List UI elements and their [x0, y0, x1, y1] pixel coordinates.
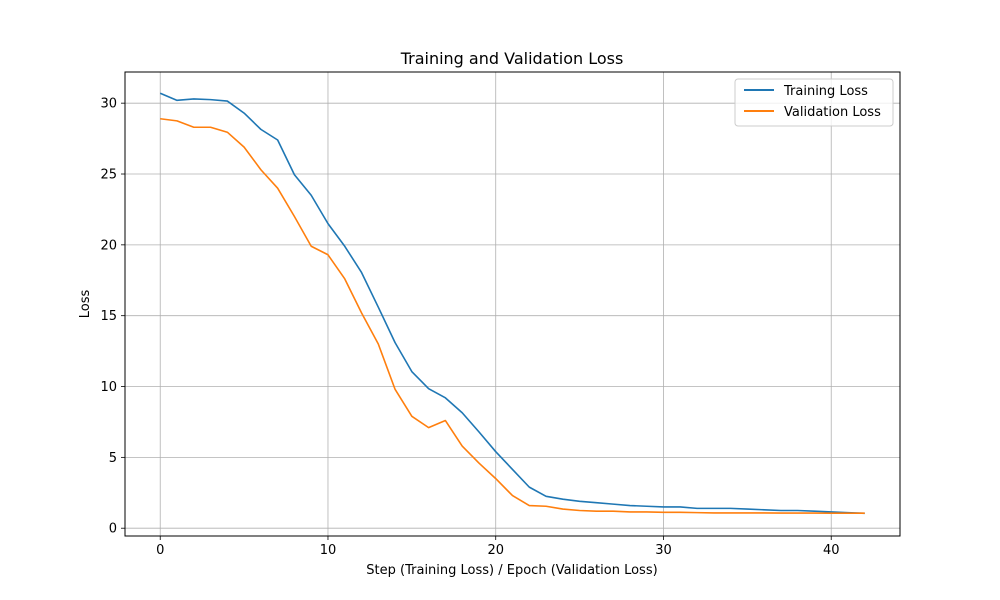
x-tick-label: 20	[487, 543, 504, 558]
series-lines	[159, 92, 865, 515]
series-line-validation-loss	[160, 117, 865, 514]
y-tick-label: 10	[100, 380, 117, 395]
y-tick-label: 5	[109, 451, 117, 466]
x-tick-label: 10	[320, 543, 337, 558]
y-tick-label: 20	[100, 238, 117, 253]
series-line-training-loss	[159, 92, 865, 515]
legend: Training Loss Validation Loss	[734, 78, 894, 127]
x-tick-label: 40	[823, 543, 840, 558]
legend-label-training-loss: Training Loss	[783, 84, 868, 99]
x-tick-label: 30	[655, 543, 672, 558]
grid	[125, 72, 900, 536]
legend-label-validation-loss: Validation Loss	[784, 105, 881, 120]
y-tick-label: 25	[100, 168, 117, 183]
chart-title: Training and Validation Loss	[400, 49, 624, 68]
y-axis-label: Loss	[78, 290, 93, 319]
y-tick-label: 30	[100, 97, 117, 112]
y-tick-label: 0	[109, 522, 117, 537]
x-axis-label: Step (Training Loss) / Epoch (Validation…	[366, 563, 657, 578]
x-tick-label: 0	[156, 543, 164, 558]
y-tick-label: 15	[100, 309, 117, 324]
legend-box	[734, 78, 894, 127]
plot-area-frame	[124, 71, 901, 537]
y-axis-ticks: 0 5 10 15 20 25 30	[100, 97, 125, 537]
x-axis-ticks: 0 10 20 30 40	[156, 536, 839, 558]
